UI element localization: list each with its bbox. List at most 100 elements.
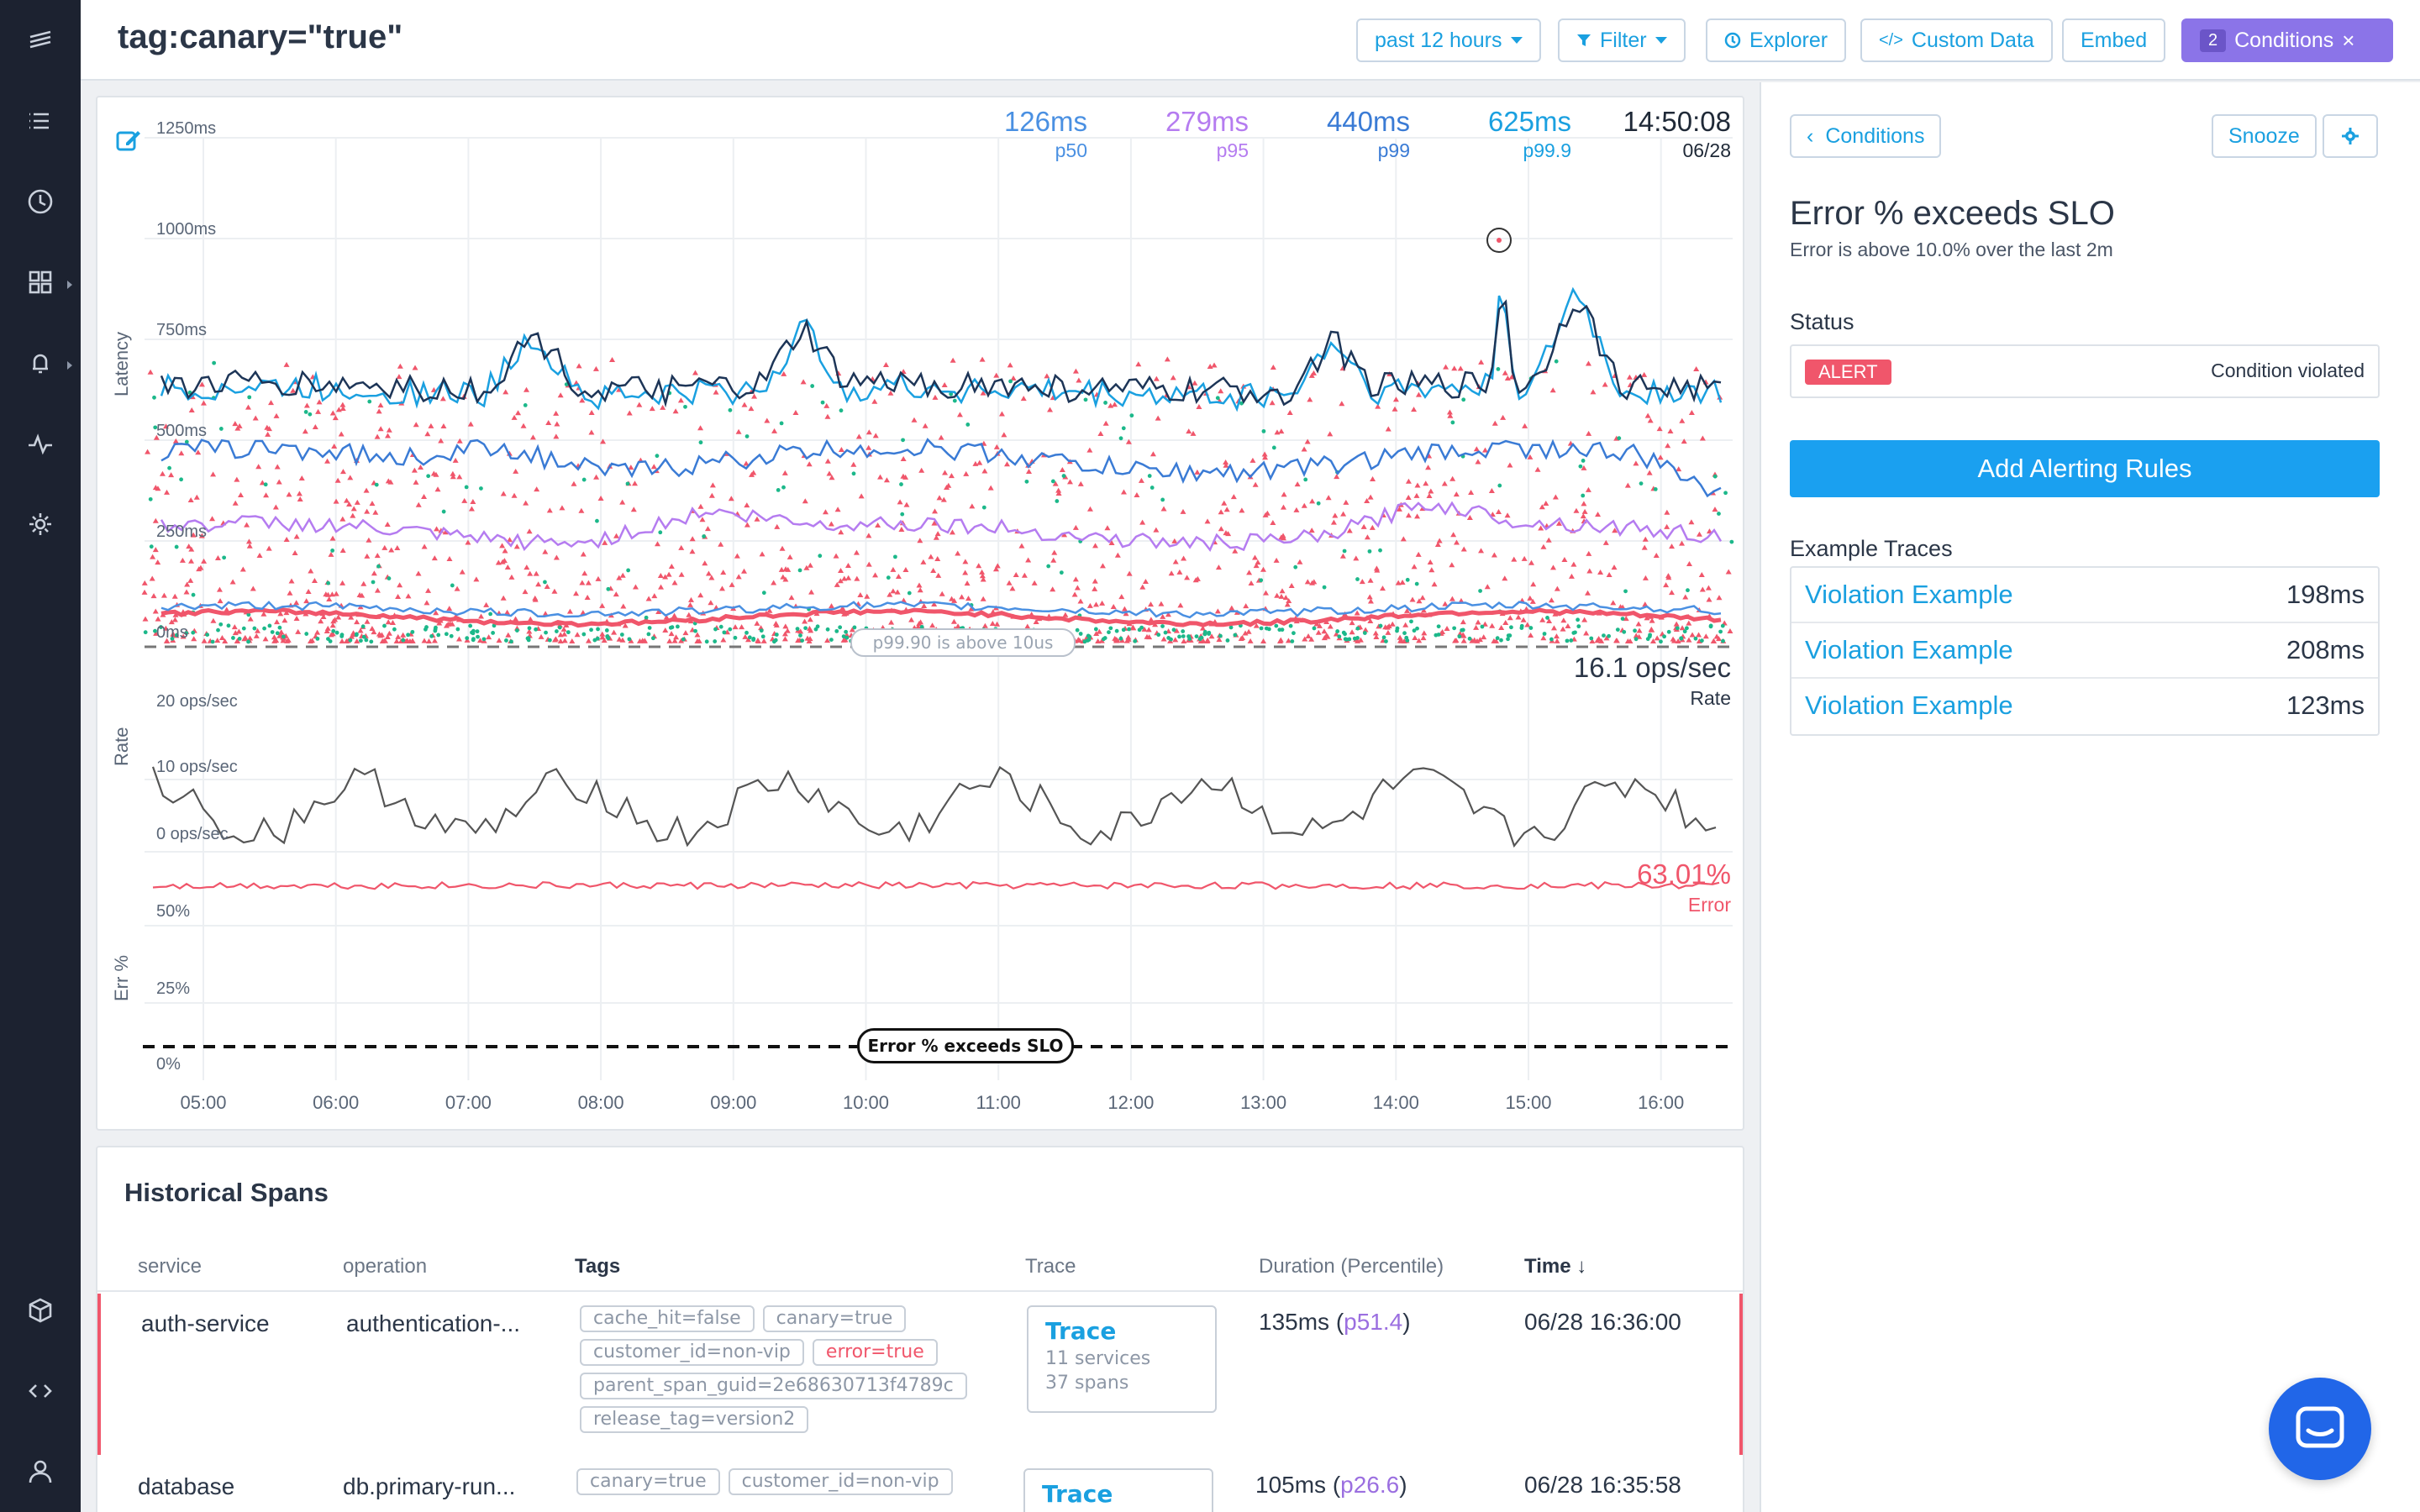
error-span-marker: [976, 563, 982, 569]
error-span-marker: [1530, 581, 1537, 587]
gear-icon[interactable]: [0, 497, 81, 551]
span-marker: [759, 628, 764, 633]
example-trace-link[interactable]: Violation Example: [1805, 580, 2013, 609]
custom-data-button[interactable]: </> Custom Data: [1860, 18, 2053, 62]
snooze-button[interactable]: Snooze: [2212, 114, 2317, 158]
span-marker: [433, 628, 438, 633]
error-span-marker: [1395, 580, 1402, 585]
conditions-label: Conditions: [2234, 28, 2334, 52]
code-icon[interactable]: [0, 1364, 81, 1418]
error-span-marker: [838, 529, 844, 535]
tag-chip-error[interactable]: error=true: [812, 1339, 938, 1366]
embed-button[interactable]: Embed: [2062, 18, 2166, 62]
table-row[interactable]: auth-service authentication-... cache_hi…: [97, 1294, 1743, 1455]
duration-percentile[interactable]: p26.6: [1340, 1472, 1400, 1498]
example-trace-link[interactable]: Violation Example: [1805, 690, 2013, 720]
error-span-marker: [931, 601, 938, 607]
settings-button[interactable]: [2323, 114, 2378, 158]
error-span-marker: [744, 522, 750, 528]
error-span-marker: [1581, 617, 1588, 622]
error-span-marker: [602, 539, 608, 545]
tag-chip[interactable]: customer_id=non-vip: [580, 1339, 804, 1366]
error-span-marker: [1549, 387, 1556, 393]
filter-dropdown[interactable]: Filter: [1558, 18, 1686, 62]
user-icon[interactable]: [0, 1445, 81, 1499]
col-duration[interactable]: Duration (Percentile): [1259, 1255, 1444, 1278]
error-span-marker: [393, 638, 400, 643]
package-icon[interactable]: [0, 1284, 81, 1337]
list-icon[interactable]: [0, 94, 81, 148]
span-marker: [1549, 637, 1554, 642]
span-marker: [1078, 632, 1083, 636]
pulse-icon[interactable]: [0, 417, 81, 470]
error-span-marker: [917, 538, 923, 543]
example-trace-row[interactable]: Violation Example 208ms: [1791, 623, 2378, 679]
dashboard-icon[interactable]: [0, 255, 81, 309]
error-span-marker: [782, 623, 789, 629]
span-marker: [722, 630, 727, 635]
error-span-marker: [150, 593, 157, 599]
error-span-marker: [645, 596, 652, 601]
error-span-marker: [526, 528, 533, 534]
error-span-marker: [1172, 637, 1179, 643]
error-span-marker: [1716, 595, 1723, 601]
example-trace-link[interactable]: Violation Example: [1805, 635, 2013, 664]
latency-tick: 1000ms: [156, 220, 217, 239]
span-marker: [713, 627, 718, 632]
error-span-marker: [1453, 491, 1460, 497]
error-span-marker: [1010, 375, 1017, 381]
tag-chip[interactable]: canary=true: [576, 1468, 720, 1495]
error-span-marker: [1033, 619, 1039, 625]
tag-chip[interactable]: parent_span_guid=2e68630713f4789c: [580, 1373, 967, 1399]
logo-icon[interactable]: [0, 13, 81, 67]
tag-chip[interactable]: canary=true: [762, 1305, 907, 1332]
error-span-marker: [357, 627, 364, 633]
duration-percentile[interactable]: p51.4: [1344, 1309, 1403, 1335]
error-span-marker: [1366, 594, 1373, 600]
error-span-marker: [1665, 575, 1672, 580]
header: tag:canary="true" past 12 hours Filter E…: [81, 0, 2420, 81]
error-span-marker: [377, 402, 384, 408]
tag-chip[interactable]: cache_hit=false: [580, 1305, 755, 1332]
span-marker: [1118, 436, 1123, 441]
edit-icon[interactable]: [114, 126, 143, 155]
col-service[interactable]: service: [138, 1255, 203, 1278]
error-span-marker: [1007, 362, 1013, 368]
explorer-button[interactable]: Explorer: [1706, 18, 1847, 62]
col-trace[interactable]: Trace: [1025, 1255, 1076, 1278]
error-span-marker: [636, 638, 643, 643]
col-operation[interactable]: operation: [343, 1255, 428, 1278]
clock-icon[interactable]: [0, 175, 81, 228]
error-span-marker: [1006, 580, 1013, 585]
latency-rate-error-chart[interactable]: [97, 97, 1746, 1132]
bell-icon[interactable]: [0, 336, 81, 390]
error-span-marker: [1092, 578, 1098, 584]
trace-link[interactable]: Trace 11 services 37 spans: [1027, 1305, 1217, 1413]
error-span-marker: [1194, 575, 1201, 581]
tag-chip[interactable]: release_tag=version2: [580, 1406, 809, 1433]
table-row[interactable]: database db.primary-run... canary=true c…: [97, 1457, 1743, 1512]
back-to-conditions-button[interactable]: ‹ Conditions: [1790, 114, 1942, 158]
error-span-marker: [1606, 571, 1612, 577]
span-marker: [581, 632, 587, 637]
error-span-marker: [759, 551, 765, 557]
time-range-dropdown[interactable]: past 12 hours: [1356, 18, 1541, 62]
error-span-marker: [1527, 595, 1534, 601]
example-trace-row[interactable]: Violation Example 123ms: [1791, 679, 2378, 734]
trace-link[interactable]: Trace: [1023, 1468, 1213, 1512]
close-icon[interactable]: ×: [2342, 27, 2355, 53]
error-span-marker: [918, 467, 925, 473]
span-marker: [952, 398, 957, 403]
col-tags[interactable]: Tags: [575, 1255, 621, 1278]
error-span-marker: [500, 491, 507, 496]
conditions-button[interactable]: 2 Conditions ×: [2181, 18, 2393, 62]
tag-chip[interactable]: customer_id=non-vip: [728, 1468, 953, 1495]
example-trace-row[interactable]: Violation Example 198ms: [1791, 568, 2378, 623]
col-time[interactable]: Time ↓: [1524, 1255, 1586, 1278]
chat-launcher-button[interactable]: [2269, 1378, 2371, 1480]
error-span-marker: [697, 503, 704, 509]
error-span-marker: [1679, 540, 1686, 546]
add-alerting-rules-button[interactable]: Add Alerting Rules: [1790, 440, 2380, 497]
error-span-marker: [1413, 492, 1420, 498]
error-span-marker: [1416, 598, 1423, 604]
